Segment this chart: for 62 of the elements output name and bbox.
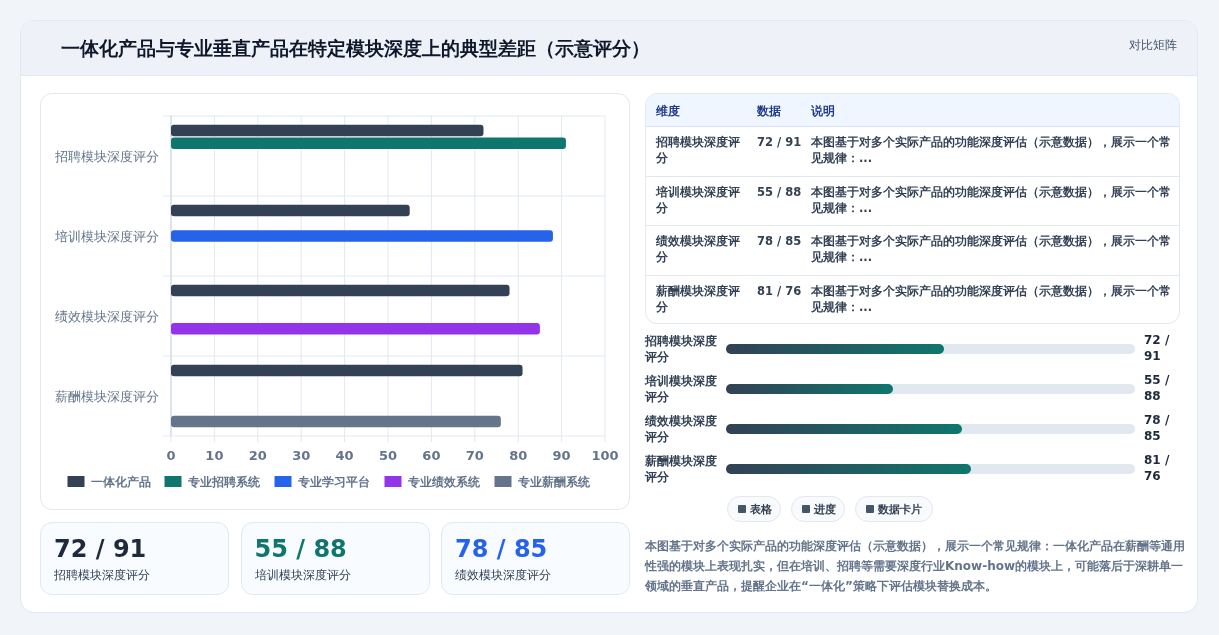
- text: 说明: [811, 103, 836, 119]
- text: 本图基于对多个实际产品的功能深度评估（示意数据），展示一个常见规律：...: [811, 183, 1171, 216]
- text: 一体化产品与专业垂直产品在特定模块深度上的典型差距（示意评分）: [61, 36, 650, 61]
- text: 55 / 88: [757, 183, 802, 200]
- x-tick-label: 90: [552, 448, 571, 463]
- x-tick-label: 70: [465, 448, 484, 463]
- text: 数据卡片: [878, 502, 922, 517]
- y-tick-label: 绩效模块深度评分: [55, 309, 159, 324]
- x-tick-label: 30: [292, 448, 311, 463]
- category-label: 招聘模块深度评分: [645, 334, 717, 364]
- x-tick-label: 80: [509, 448, 528, 463]
- text: 数据: [757, 103, 782, 119]
- bar: [171, 364, 523, 377]
- text: 55 / 88: [254, 535, 347, 563]
- text: 进度: [814, 502, 836, 517]
- text: 招聘模块深度评分: [656, 134, 741, 166]
- legend-label: 专业招聘系统: [186, 475, 261, 489]
- text: 81 / 76: [757, 282, 802, 299]
- text: 本图基于对多个实际产品的功能深度评估（示意数据），展示一个常见规律：...: [811, 134, 1171, 166]
- bar: [171, 124, 484, 137]
- y-tick-label: 招聘模块深度评分: [54, 149, 159, 164]
- legend-label: 专业学习平台: [296, 475, 370, 489]
- text: 薪酬模块深度评分: [656, 282, 741, 315]
- text: 72 / 91: [757, 134, 802, 150]
- bar: [171, 137, 566, 149]
- bar: [171, 204, 410, 217]
- data-label: 81 / 76: [1144, 452, 1174, 484]
- text: 维度: [656, 103, 681, 119]
- y-tick-label: 培训模块深度评分: [54, 229, 159, 244]
- y-tick-label: 薪酬模块深度评分: [55, 389, 159, 404]
- data-label: 72 / 91: [1144, 332, 1174, 364]
- data-label: 55 / 88: [1144, 372, 1174, 404]
- text: 78 / 85: [757, 233, 802, 249]
- legend-label: 专业绩效系统: [406, 475, 481, 489]
- bar: [171, 323, 540, 335]
- text: 培训模块深度评分: [656, 183, 741, 216]
- text: 绩效模块深度评分: [455, 568, 551, 583]
- text: 表格: [750, 502, 772, 517]
- x-tick-label: 0: [166, 448, 176, 463]
- text: 本图基于对多个实际产品的功能深度评估（示意数据），展示一个常见规律：一体化产品在薪酬等通用性强的模块上表现扎实，但在培训、招聘等需要深度行业Know-how的模块上，可能落后于深耕单一领域的垂直产品，提醒企业在“一体化”策略下评估模块替换成本。: [645, 538, 1185, 595]
- x-tick-label: 100: [591, 448, 619, 463]
- text: 72 / 91: [54, 535, 147, 563]
- text: 培训模块深度评分: [254, 568, 351, 583]
- category-label: 培训模块深度评分: [645, 374, 717, 404]
- legend-label: 一体化产品: [90, 475, 151, 489]
- x-tick-label: 20: [248, 448, 267, 463]
- text: 本图基于对多个实际产品的功能深度评估（示意数据），展示一个常见规律：...: [811, 233, 1171, 265]
- bar: [171, 284, 510, 297]
- bar: [171, 230, 553, 242]
- data-label: 78 / 85: [1144, 412, 1174, 444]
- x-tick-label: 60: [422, 448, 441, 463]
- text: 本图基于对多个实际产品的功能深度评估（示意数据），展示一个常见规律：...: [811, 282, 1171, 315]
- category-label: 绩效模块深度评分: [645, 414, 717, 444]
- x-tick-label: 10: [205, 448, 224, 463]
- x-tick-label: 50: [378, 448, 398, 463]
- legend-label: 专业薪酬系统: [516, 475, 591, 489]
- x-tick-label: 40: [335, 448, 354, 463]
- bar: [171, 415, 501, 428]
- category-label: 薪酬模块深度评分: [645, 454, 717, 484]
- text: 78 / 85: [455, 535, 548, 563]
- text: 对比矩阵: [1129, 37, 1177, 54]
- text: 绩效模块深度评分: [656, 233, 741, 265]
